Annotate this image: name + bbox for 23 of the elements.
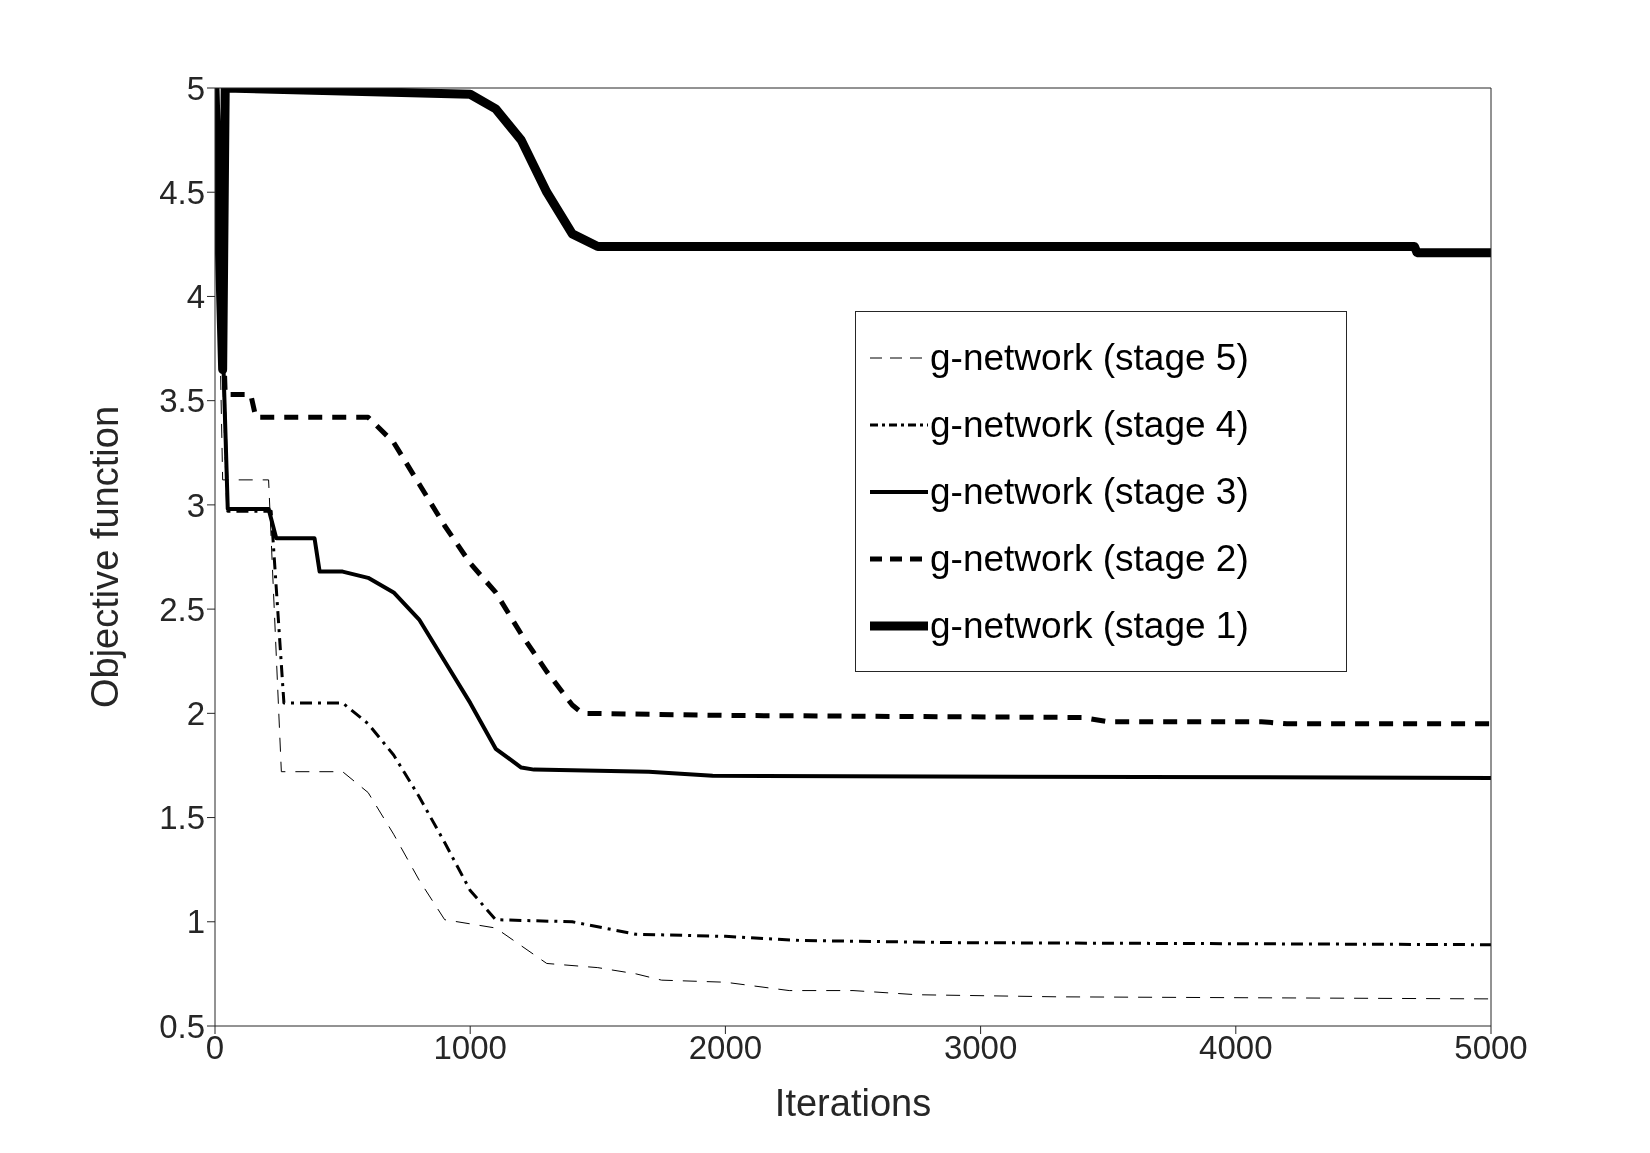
legend-label: g-network (stage 2) [930,537,1249,580]
y-tick-label: 1 [186,903,205,941]
x-axis-title: Iterations [774,1082,932,1124]
y-axis-title: Objective function [84,405,127,709]
x-tick-label: 2000 [688,1029,763,1067]
y-tick-label: 4.5 [159,173,205,211]
y-tick-label: 3.5 [159,382,205,420]
x-tick-label: 4000 [1199,1029,1273,1067]
legend-label: g-network (stage 4) [930,403,1249,446]
x-tick-label: 3000 [943,1029,1018,1067]
legend-label: g-network (stage 3) [930,470,1249,513]
y-tick-label: 2.5 [159,590,205,628]
x-tick-label: 1000 [433,1029,507,1067]
y-tick-label: 5 [186,69,205,107]
y-tick-label: 4 [186,278,205,316]
y-tick-label: 1.5 [159,799,205,837]
y-tick-label: 2 [186,695,205,733]
x-tick-label: 5000 [1454,1029,1528,1067]
legend-label: g-network (stage 5) [930,336,1249,379]
x-tick-label: 0 [205,1029,225,1067]
y-tick-label: 3 [186,486,205,524]
legend-label: g-network (stage 1) [930,604,1249,647]
y-tick-label: 0.5 [159,1007,205,1045]
